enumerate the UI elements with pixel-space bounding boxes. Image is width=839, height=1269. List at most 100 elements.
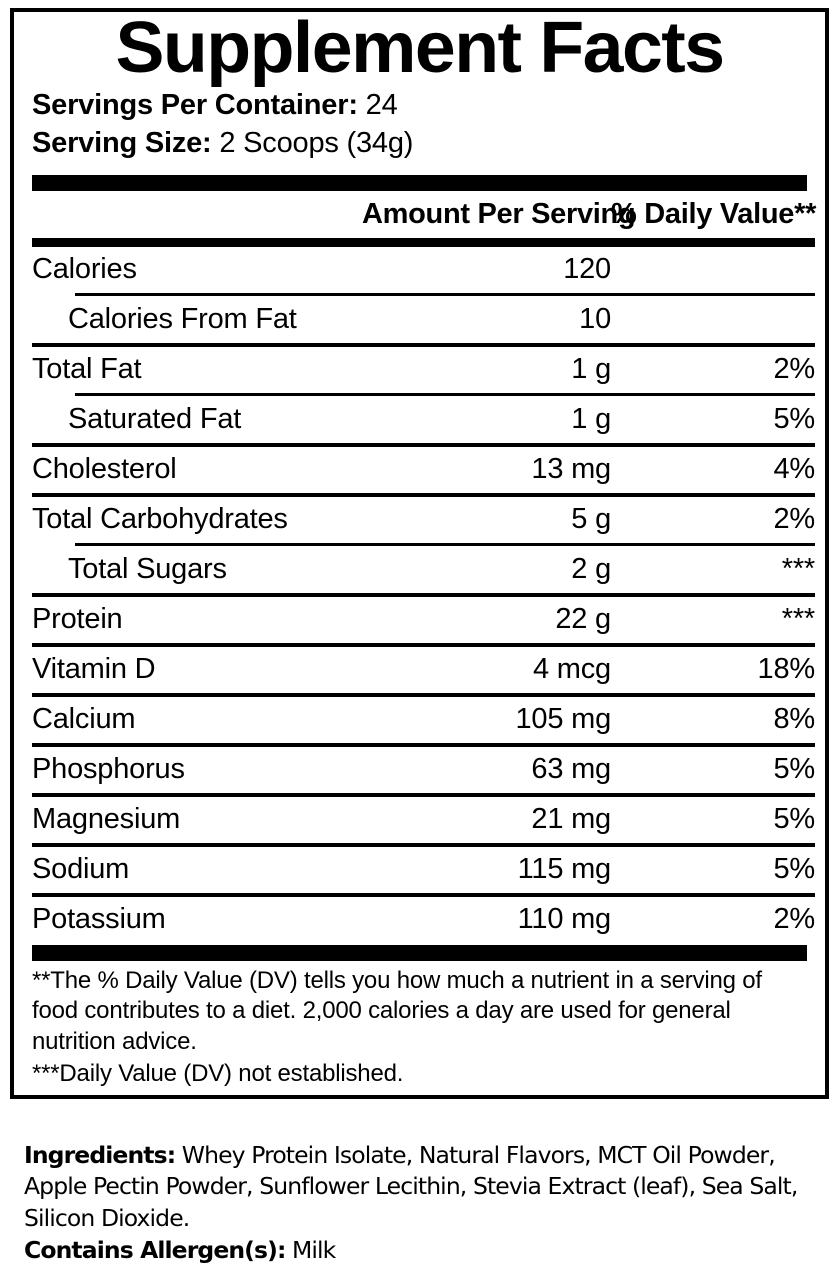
footnote-not-established: ***Daily Value (DV) not established. — [32, 1059, 404, 1087]
nutrient-amount: 21 mg — [531, 803, 611, 836]
servings-per-container-label: Servings Per Container: — [32, 89, 358, 122]
divider-line — [32, 693, 815, 698]
divider-line — [32, 593, 815, 598]
table-row: Total Sugars 2 g *** — [32, 547, 815, 593]
table-header-row: Amount Per Serving % Daily Value** — [32, 191, 817, 238]
divider-line — [32, 643, 815, 648]
nutrient-name: Calories From Fat — [68, 303, 297, 336]
divider-line — [32, 743, 815, 748]
nutrient-name: Phosphorus — [32, 753, 185, 786]
row-rule — [32, 893, 815, 898]
header-name-cell — [32, 191, 362, 238]
row-rule — [32, 643, 815, 648]
row-rule-cell — [32, 593, 815, 598]
row-rule — [32, 743, 815, 748]
row-rule-cell — [32, 343, 815, 348]
nutrient-amount: 110 mg — [517, 903, 612, 936]
allergen-text: Milk — [292, 1235, 336, 1264]
nutrition-table: Amount Per Serving % Daily Value** — [32, 191, 817, 238]
divider-line — [75, 293, 815, 297]
row-rule — [32, 543, 815, 547]
table-row: Potassium 110 mg 2% — [32, 897, 815, 943]
row-rule — [32, 793, 815, 798]
ingredients-text: Whey Protein Isolate, Natural Flavors, M… — [24, 1141, 798, 1232]
nutrient-daily-value: *** — [781, 553, 815, 586]
nutrient-name: Total Sugars — [68, 553, 227, 586]
row-rule-cell — [32, 843, 815, 848]
nutrient-daily-value: 5% — [773, 803, 815, 836]
divider-line — [32, 893, 815, 898]
table-row: Protein 22 g *** — [32, 597, 815, 643]
row-rule-cell — [32, 393, 815, 397]
row-rule — [32, 238, 815, 248]
nutrient-daily-value: 8% — [773, 703, 815, 736]
nutrient-name: Calories — [32, 253, 137, 286]
table-row: Saturated Fat 1 g 5% — [32, 397, 815, 443]
divider-line — [75, 543, 815, 547]
row-rule — [32, 293, 815, 297]
serving-size-value: 2 Scoops (34g) — [219, 127, 414, 160]
nutrient-daily-value — [611, 247, 815, 293]
row-rule-cell — [32, 793, 815, 798]
nutrient-amount: 1 g — [571, 353, 611, 386]
nutrient-name: Total Carbohydrates — [32, 503, 288, 536]
table-row: Calories From Fat 10 — [32, 297, 815, 343]
nutrient-name: Saturated Fat — [68, 403, 242, 436]
nutrient-amount: 22 g — [555, 603, 611, 636]
nutrient-name: Protein — [32, 603, 123, 636]
nutrient-name: Sodium — [32, 853, 130, 886]
top-divider-bar — [32, 175, 807, 192]
nutrient-name: Vitamin D — [32, 653, 156, 686]
table-row: Cholesterol 13 mg 4% — [32, 447, 815, 493]
divider-line — [32, 493, 815, 498]
row-rule-cell — [32, 743, 815, 748]
spacer — [32, 163, 807, 175]
serving-size-label: Serving Size: — [32, 127, 212, 160]
nutrition-table-body: Amount Per Serving % Daily Value** — [32, 191, 817, 238]
divider-line — [32, 793, 815, 798]
nutrient-name: Cholesterol — [32, 453, 177, 486]
row-rule — [32, 393, 815, 397]
nutrient-amount: 115 mg — [517, 853, 612, 886]
nutrient-daily-value: 2% — [773, 353, 815, 386]
nutrient-name: Potassium — [32, 903, 166, 936]
divider-line — [32, 443, 815, 448]
row-rule-cell — [32, 238, 815, 248]
nutrient-daily-value — [611, 297, 815, 343]
row-rule — [32, 443, 815, 448]
nutrient-amount: 2 g — [571, 553, 611, 586]
allergen-label: Contains Allergen(s): — [24, 1235, 286, 1264]
table-row: Total Fat 1 g 2% — [32, 347, 815, 393]
table-row: Calories 120 — [32, 247, 815, 293]
bottom-divider-bar — [32, 945, 807, 962]
table-row: Total Carbohydrates 5 g 2% — [32, 497, 815, 543]
row-rule-cell — [32, 893, 815, 898]
header-amount-per-serving: Amount Per Serving — [362, 198, 636, 231]
table-row: Vitamin D 4 mcg 18% — [32, 647, 815, 693]
nutrient-name: Magnesium — [32, 803, 181, 836]
nutrient-rows: Calories 120 Calories From Fat 10 Total Fat 1… — [32, 238, 815, 943]
nutrient-amount: 63 mg — [531, 753, 611, 786]
row-rule-cell — [32, 493, 815, 498]
divider-line — [32, 343, 815, 348]
header-daily-value: % Daily Value** — [611, 198, 817, 231]
divider-line — [32, 238, 815, 248]
row-rule-cell — [32, 643, 815, 648]
nutrient-amount: 5 g — [571, 503, 611, 536]
ingredients-block: Ingredients: Whey Protein Isolate, Natur… — [24, 1140, 820, 1266]
table-row: Sodium 115 mg 5% — [32, 847, 815, 893]
ingredients-line: Ingredients: Whey Protein Isolate, Natur… — [24, 1140, 820, 1234]
row-rule-cell — [32, 543, 815, 547]
row-rule-cell — [32, 443, 815, 448]
servings-per-container: Servings Per Container: 24 — [32, 87, 807, 125]
nutrient-amount: 4 mcg — [533, 653, 611, 686]
row-rule-cell — [32, 693, 815, 698]
footnote-daily-value: **The % Daily Value (DV) tells you how m… — [32, 967, 762, 1055]
nutrient-daily-value: 5% — [773, 853, 815, 886]
nutrient-amount: 10 — [579, 303, 611, 336]
table-row: Magnesium 21 mg 5% — [32, 797, 815, 843]
row-rule — [32, 493, 815, 498]
nutrient-daily-value: 5% — [773, 403, 815, 436]
nutrient-amount: 105 mg — [515, 703, 611, 736]
ingredients-label: Ingredients: — [24, 1141, 176, 1169]
